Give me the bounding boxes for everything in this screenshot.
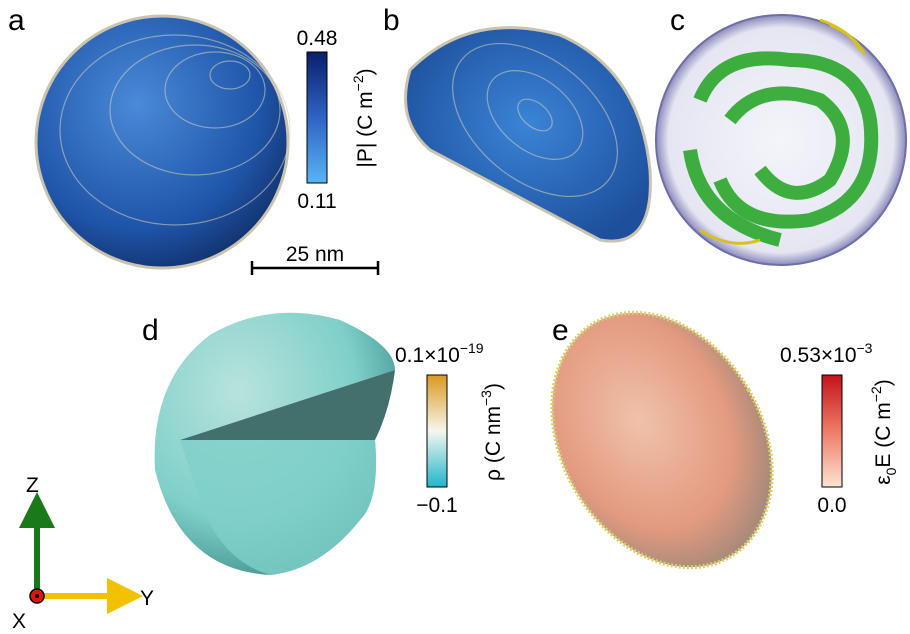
- colorbar: [822, 375, 842, 487]
- colorbar: [307, 52, 327, 183]
- axis-label: X: [12, 610, 26, 633]
- colorbar-min: 0.0: [817, 494, 846, 517]
- panel-label: b: [383, 4, 400, 37]
- x-axis-dot-center: [35, 594, 39, 598]
- colorbar-min: 0.11: [297, 190, 336, 213]
- colorbar-title: |P| (C m−2): [350, 68, 377, 167]
- sphere-a: [36, 16, 288, 268]
- colorbar: [427, 375, 447, 487]
- panel-label: e: [552, 314, 569, 347]
- colorbar-max: 0.1×10−19: [395, 340, 484, 367]
- axis-label: Z: [26, 474, 39, 497]
- colorbar-max: 0.48: [297, 27, 338, 50]
- panel-label: c: [670, 4, 685, 37]
- colorbar-max: 0.53×10−3: [780, 340, 873, 367]
- panel-label: d: [142, 314, 159, 347]
- hemisphere-b: [406, 28, 651, 241]
- axis-label: Y: [140, 587, 154, 610]
- colorbar-title: ε0E (C m−2): [868, 379, 899, 484]
- colorbar-title: ρ (C nm−3): [478, 383, 505, 481]
- panel-label: a: [8, 4, 25, 37]
- colorbar-min: −0.1: [416, 494, 457, 517]
- figure: a 0.48 0.11 |P| (C m−2) 25 nm b c d 0.1×…: [0, 0, 910, 634]
- scale-bar-label: 25 nm: [286, 243, 344, 266]
